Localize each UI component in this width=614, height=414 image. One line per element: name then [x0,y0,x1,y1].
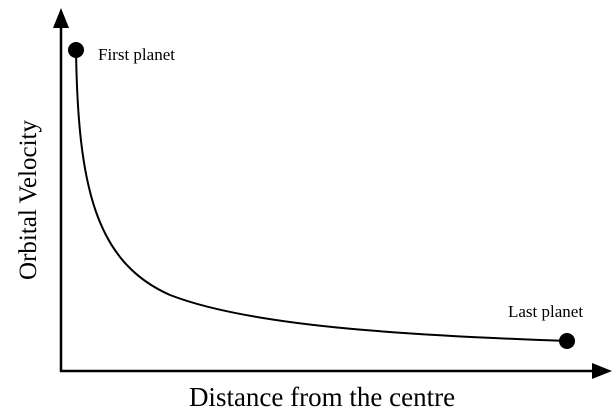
y-axis-arrow [53,8,69,28]
y-axis-label: Orbital Velocity [15,120,42,280]
x-axis-label: Distance from the centre [189,382,455,412]
last-planet-label: Last planet [508,302,583,321]
first-planet-dot [68,42,84,58]
x-axis-arrow [592,363,612,379]
last-planet-dot [559,333,575,349]
first-planet-label: First planet [98,45,175,64]
velocity-curve [75,49,568,342]
